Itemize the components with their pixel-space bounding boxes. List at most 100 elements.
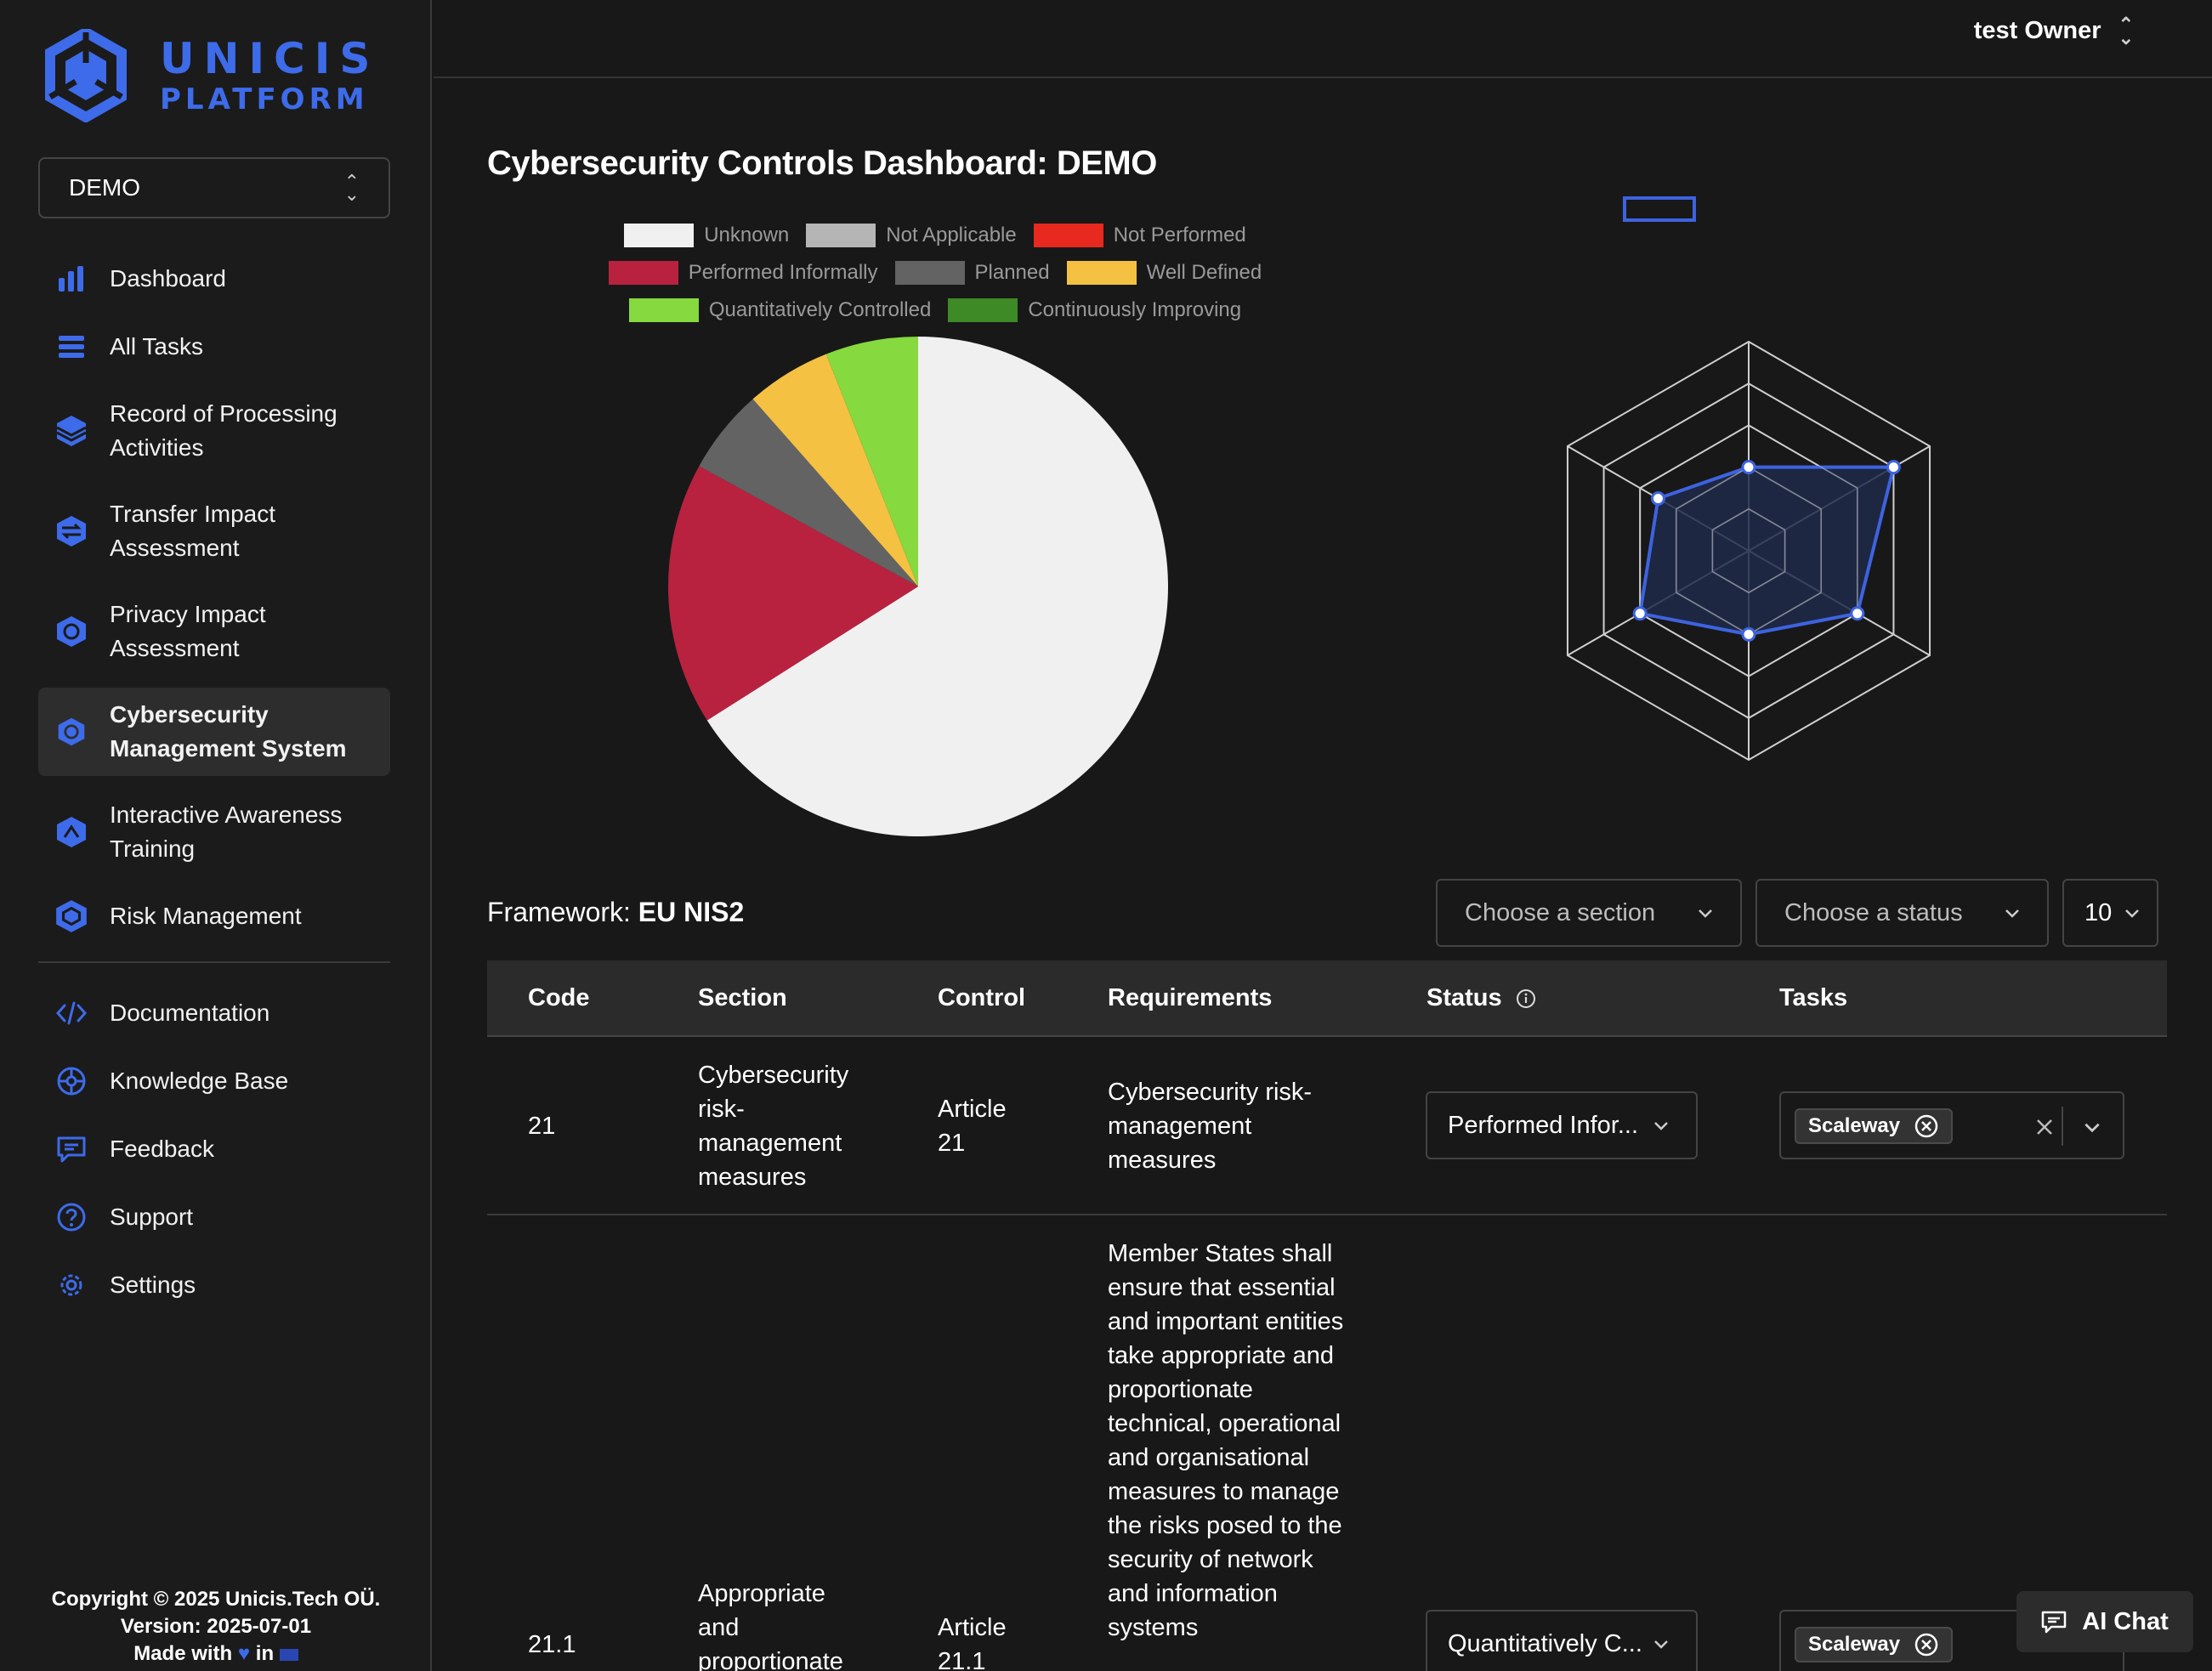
clear-icon[interactable] <box>2028 1110 2062 1144</box>
legend-item-planned[interactable]: Planned <box>894 260 1050 286</box>
stack-icon <box>54 413 89 449</box>
task-chip[interactable]: Scaleway <box>1795 1108 1954 1144</box>
legend-item-well-defined[interactable]: Well Defined <box>1066 260 1262 286</box>
knowledge-icon <box>54 1063 89 1099</box>
nav-item-transfer-impact[interactable]: Transfer Impact Assessment <box>38 487 390 575</box>
legend-item-unknown[interactable]: Unknown <box>624 223 789 248</box>
chevron-down-icon[interactable] <box>2082 1117 2102 1137</box>
legend-item-not-performed[interactable]: Not Performed <box>1033 223 1246 248</box>
radar-point[interactable] <box>1650 491 1665 506</box>
radar-point[interactable] <box>1741 626 1756 642</box>
nav-item-all-tasks[interactable]: All Tasks <box>38 319 390 375</box>
code-icon <box>54 995 89 1031</box>
pie-slice-planned[interactable] <box>699 399 918 586</box>
ai-chat-label: AI Chat <box>2082 1607 2169 1635</box>
tasks-select[interactable]: Scaleway <box>1779 1610 2124 1671</box>
remove-chip-icon[interactable] <box>1914 1113 1939 1139</box>
nav-item-label: Transfer Impact Assessment <box>110 501 276 561</box>
help-icon <box>54 1199 89 1235</box>
nav-item-documentation[interactable]: Documentation <box>38 985 390 1041</box>
pie-slice-performed-informally[interactable] <box>668 466 918 721</box>
bar-chart-icon <box>54 261 89 297</box>
nav-item-settings[interactable]: Settings <box>38 1257 390 1313</box>
pie-slice-well-defined[interactable] <box>752 354 918 586</box>
list-icon <box>54 329 89 365</box>
nav-item-awareness-training[interactable]: Interactive Awareness Training <box>38 788 390 876</box>
page-size-select[interactable]: 10 <box>2062 879 2158 947</box>
chat-icon <box>2042 1611 2067 1634</box>
row-divider <box>487 1214 2167 1215</box>
status-select[interactable]: Performed Infor... <box>1426 1091 1698 1159</box>
user-name: test Owner <box>1973 17 2101 44</box>
organization-select[interactable]: DEMO ⌃ ⌄ <box>38 157 390 218</box>
feedback-icon <box>54 1131 89 1167</box>
legend-swatch <box>894 261 965 285</box>
pie-slice-unknown[interactable] <box>706 337 1168 837</box>
nav-item-label: Risk Management <box>110 903 302 929</box>
legend-item-performed-informally[interactable]: Performed Informally <box>608 260 878 286</box>
legend-swatch <box>608 261 678 285</box>
nav-item-label: Support <box>110 1204 194 1230</box>
cell-section: Cybersecurity risk-management measures <box>698 1062 849 1191</box>
info-icon[interactable] <box>1516 988 1536 1009</box>
status-select-value: Quantitatively C... <box>1448 1629 1642 1657</box>
legend-swatch <box>628 298 699 322</box>
pie-legend: Unknown Not Applicable Not Performed Per… <box>595 223 1275 335</box>
column-header-control[interactable]: Control <box>938 984 1026 1011</box>
nav-item-label: Interactive Awareness Training <box>110 802 343 862</box>
nav-item-knowledge-base[interactable]: Knowledge Base <box>38 1053 390 1109</box>
legend-swatch <box>948 298 1018 322</box>
nav-item-support[interactable]: Support <box>38 1189 390 1245</box>
nav-item-label: All Tasks <box>110 333 203 360</box>
risk-icon <box>54 898 89 934</box>
nav-item-feedback[interactable]: Feedback <box>38 1121 390 1177</box>
nav-item-risk-management[interactable]: Risk Management <box>38 888 390 944</box>
status-pie-chart[interactable] <box>663 331 1173 841</box>
nav-item-cybersecurity[interactable]: Cybersecurity Management System <box>38 688 390 776</box>
radar-point[interactable] <box>1632 606 1648 621</box>
column-header-tasks[interactable]: Tasks <box>1779 984 1848 1011</box>
legend-item-continuously-improving[interactable]: Continuously Improving <box>948 297 1241 323</box>
radar-point[interactable] <box>1850 606 1865 621</box>
unicis-logo-icon <box>45 29 127 122</box>
up-down-chevron-icon: ⌃ ⌄ <box>2118 14 2134 48</box>
tasks-select[interactable]: Scaleway <box>1779 1091 2124 1159</box>
page-title: Cybersecurity Controls Dashboard: DEMO <box>487 144 1157 182</box>
chevron-down-icon <box>1654 1122 1668 1130</box>
status-filter-select[interactable]: Choose a status <box>1755 879 2049 947</box>
cell-control: Article 21 <box>938 1096 1007 1157</box>
nav-item-dashboard[interactable]: Dashboard <box>38 251 390 307</box>
controls-radar-chart[interactable] <box>1411 187 2074 867</box>
table-header: Code Section Control Requirements Status… <box>487 960 2167 1037</box>
pie-slice-quantitatively-controlled[interactable] <box>825 337 918 586</box>
sidebar-footer: Copyright © 2025 Unicis.Tech OÜ. Version… <box>0 1586 432 1668</box>
top-bar: test Owner ⌃ ⌄ <box>434 0 2212 78</box>
column-header-requirements[interactable]: Requirements <box>1108 984 1273 1011</box>
up-down-chevron-icon: ⌃ ⌄ <box>343 170 360 205</box>
column-header-status[interactable]: Status <box>1426 984 1536 1012</box>
unicis-logo[interactable]: UNICIS PLATFORM <box>43 29 379 122</box>
user-menu[interactable]: test Owner ⌃ ⌄ <box>1973 14 2134 48</box>
framework-name: EU NIS2 <box>638 897 745 927</box>
nav-item-record-of-processing[interactable]: Record of Processing Activities <box>38 387 390 475</box>
legend-item-quantitatively-controlled[interactable]: Quantitatively Controlled <box>628 297 931 323</box>
radar-legend-swatch[interactable] <box>1623 196 1696 222</box>
cell-code: 21 <box>528 1113 556 1140</box>
task-chip[interactable]: Scaleway <box>1795 1627 1954 1663</box>
legend-swatch <box>1066 261 1137 285</box>
column-header-code[interactable]: Code <box>528 984 590 1011</box>
column-header-section[interactable]: Section <box>698 984 787 1011</box>
radar-point[interactable] <box>1886 460 1901 475</box>
ai-chat-button[interactable]: AI Chat <box>2016 1591 2193 1652</box>
legend-item-not-applicable[interactable]: Not Applicable <box>806 223 1017 248</box>
status-select[interactable]: Quantitatively C... <box>1426 1610 1698 1671</box>
nav-item-privacy-impact[interactable]: Privacy Impact Assessment <box>38 587 390 676</box>
section-filter-select[interactable]: Choose a section <box>1436 879 1742 947</box>
radar-point[interactable] <box>1741 460 1756 475</box>
legend-swatch <box>806 224 876 247</box>
nav-item-label: Record of Processing Activities <box>110 400 337 461</box>
chevron-down-icon <box>2125 909 2139 918</box>
remove-chip-icon[interactable] <box>1914 1632 1939 1657</box>
nav-item-label: Feedback <box>110 1136 214 1162</box>
cell-section: Appropriate and proportionate <box>698 1580 843 1671</box>
